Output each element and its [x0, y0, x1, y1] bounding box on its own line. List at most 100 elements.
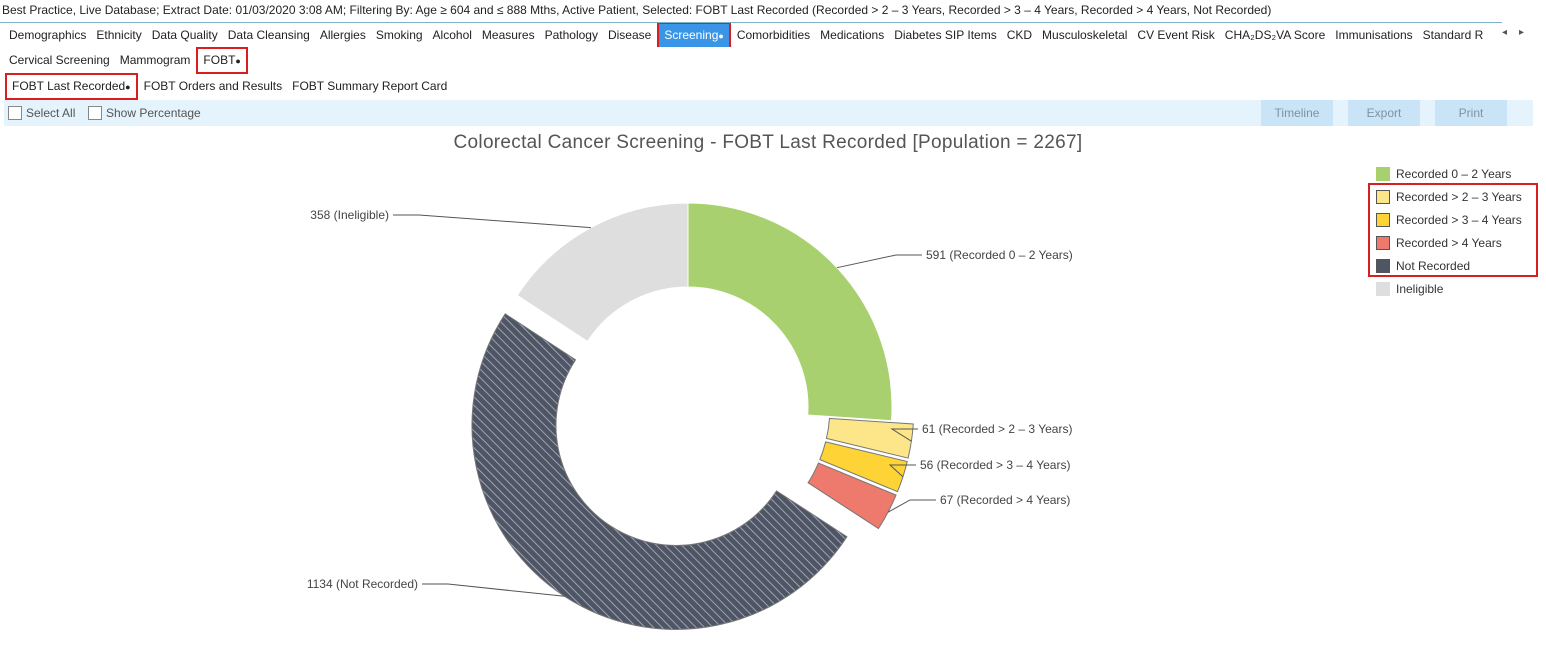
subtab-mammogram[interactable]: Mammogram — [115, 49, 196, 71]
tab-medications[interactable]: Medications — [815, 24, 889, 46]
tab-label: CKD — [1006, 28, 1033, 42]
leader-line — [888, 464, 916, 478]
tab-label: Medications — [820, 28, 885, 42]
tab-diabetes-sip-items[interactable]: Diabetes SIP Items — [889, 24, 1002, 46]
status-bar: Best Practice, Live Database; Extract Da… — [0, 0, 1502, 23]
toolbar: Select All Show Percentage Timeline Expo… — [4, 100, 1533, 126]
tab-cha-ds-va-score[interactable]: CHA₂DS₂VA Score — [1220, 24, 1330, 46]
tab-alcohol[interactable]: Alcohol — [428, 24, 477, 46]
data-label: 591 (Recorded 0 – 2 Years) — [926, 248, 1073, 262]
active-marker-icon: ● — [125, 81, 131, 92]
tab-label: Alcohol — [432, 28, 472, 42]
tab-label: Immunisations — [1335, 28, 1413, 42]
tab-data-cleansing[interactable]: Data Cleansing — [223, 24, 315, 46]
tab-label: CHA₂DS₂VA Score — [1224, 28, 1326, 42]
tab-label: FOBT Last Recorded — [12, 78, 126, 93]
tab-ckd[interactable]: CKD — [1002, 24, 1037, 46]
timeline-button[interactable]: Timeline — [1261, 100, 1333, 126]
legend-swatch — [1376, 258, 1390, 273]
leader-line — [887, 499, 936, 513]
chart-title: Colorectal Cancer Screening - FOBT Last … — [453, 132, 1083, 153]
scroll-right-icon[interactable]: ▸ — [1519, 27, 1525, 38]
tab-label: Screening — [664, 27, 719, 42]
tab-screening[interactable]: Screening● — [657, 23, 731, 47]
legend-swatch — [1376, 281, 1390, 296]
legend-label: Recorded > 3 – 4 Years — [1396, 212, 1522, 227]
legend-label: Not Recorded — [1396, 258, 1471, 273]
tab-demographics[interactable]: Demographics — [4, 24, 91, 46]
donut-slice[interactable] — [471, 313, 848, 630]
checkbox-icon — [88, 106, 102, 120]
tab-label: FOBT Summary Report Card — [292, 79, 448, 93]
legend-label: Ineligible — [1396, 281, 1444, 296]
legend-item[interactable]: Recorded 0 – 2 Years — [1368, 162, 1540, 185]
checkbox-icon — [8, 106, 22, 120]
tab-ethnicity[interactable]: Ethnicity — [91, 24, 146, 46]
donut-slice[interactable] — [516, 202, 689, 343]
leader-line — [422, 583, 565, 597]
data-label: 358 (Ineligible) — [310, 208, 389, 222]
tab-label: Pathology — [544, 28, 598, 42]
tab-label: Standard R — [1422, 28, 1484, 42]
report-tab-bar: FOBT Last Recorded● FOBT Orders and Resul… — [4, 72, 452, 100]
legend-item[interactable]: Recorded > 3 – 4 Years — [1368, 208, 1540, 231]
tab-standard-r[interactable]: Standard R — [1418, 24, 1489, 46]
tab-immunisations[interactable]: Immunisations — [1330, 24, 1417, 46]
subtab-fobt[interactable]: FOBT● — [196, 46, 248, 74]
main-tab-bar: Demographics Ethnicity Data Quality Data Cl… — [4, 23, 1502, 47]
report-tab-fobt-orders-and-results[interactable]: FOBT Orders and Results — [139, 75, 288, 97]
select-all-label: Select All — [26, 106, 76, 120]
tab-label: FOBT Orders and Results — [143, 79, 283, 93]
legend-label: Recorded > 4 Years — [1396, 235, 1502, 250]
legend-item[interactable]: Recorded > 4 Years — [1368, 231, 1540, 254]
tab-scroll-arrows: ◂ ▸ — [1502, 27, 1524, 38]
export-button[interactable]: Export — [1348, 100, 1420, 126]
report-tab-fobt-summary-report-card[interactable]: FOBT Summary Report Card — [287, 75, 452, 97]
donut-slice[interactable] — [819, 441, 908, 493]
tab-musculoskeletal[interactable]: Musculoskeletal — [1037, 24, 1132, 46]
tab-data-quality[interactable]: Data Quality — [147, 24, 223, 46]
donut-slice[interactable] — [825, 417, 914, 459]
data-label: 61 (Recorded > 2 – 3 Years) — [922, 422, 1072, 436]
tab-label: Allergies — [319, 28, 366, 42]
legend-item[interactable]: Not Recorded — [1368, 254, 1540, 277]
donut-slice[interactable] — [807, 462, 897, 530]
legend-item[interactable]: Ineligible — [1368, 277, 1540, 300]
tab-label: Ethnicity — [96, 28, 142, 42]
tab-measures[interactable]: Measures — [477, 24, 540, 46]
show-percentage-checkbox[interactable]: Show Percentage — [88, 106, 201, 120]
data-label: 1134 (Not Recorded) — [307, 577, 418, 591]
legend-item[interactable]: Recorded > 2 – 3 Years — [1368, 185, 1540, 208]
tab-smoking[interactable]: Smoking — [371, 24, 428, 46]
tab-label: Smoking — [375, 28, 423, 42]
tab-label: Disease — [607, 28, 652, 42]
legend-swatch — [1376, 166, 1390, 181]
chart-legend: Recorded 0 – 2 Years Recorded > 2 – 3 Yea… — [1368, 162, 1540, 300]
legend-swatch — [1376, 189, 1390, 204]
select-all-checkbox[interactable]: Select All — [8, 106, 75, 120]
tab-label: Data Cleansing — [227, 28, 310, 42]
print-button[interactable]: Print — [1435, 100, 1507, 126]
data-label: 56 (Recorded > 3 – 4 Years) — [920, 458, 1070, 472]
sub-tab-bar: Cervical Screening Mammogram FOBT● — [4, 46, 249, 74]
donut-chart: 591 (Recorded 0 – 2 Years) 61 (Recorded >… — [307, 202, 1073, 630]
show-percentage-label: Show Percentage — [106, 106, 201, 120]
report-tab-fobt-last-recorded[interactable]: FOBT Last Recorded● — [5, 72, 138, 100]
active-marker-icon: ● — [718, 30, 724, 41]
tab-allergies[interactable]: Allergies — [315, 24, 371, 46]
tab-label: Data Quality — [151, 28, 218, 42]
scroll-left-icon[interactable]: ◂ — [1502, 27, 1508, 38]
active-marker-icon: ● — [235, 55, 241, 66]
legend-swatch — [1376, 235, 1390, 250]
legend-swatch — [1376, 212, 1390, 227]
tab-label: Diabetes SIP Items — [894, 28, 997, 42]
tab-pathology[interactable]: Pathology — [540, 24, 603, 46]
subtab-cervical-screening[interactable]: Cervical Screening — [4, 49, 115, 71]
tab-label: Mammogram — [119, 53, 191, 67]
tab-label: Measures — [481, 28, 535, 42]
legend-label: Recorded > 2 – 3 Years — [1396, 189, 1522, 204]
tab-disease[interactable]: Disease — [603, 24, 656, 46]
donut-slice[interactable] — [687, 202, 893, 422]
tab-comorbidities[interactable]: Comorbidities — [732, 24, 815, 46]
tab-cv-event-risk[interactable]: CV Event Risk — [1132, 24, 1219, 46]
